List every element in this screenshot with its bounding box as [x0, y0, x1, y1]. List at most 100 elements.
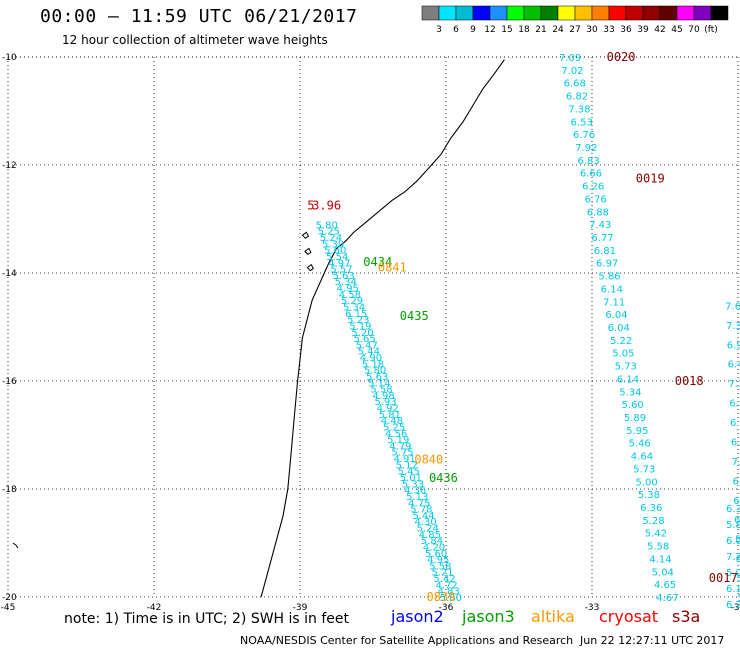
color-scale-label: 15	[501, 25, 512, 35]
wave-height-value: 6.82	[566, 92, 588, 103]
track-time-label: 0435	[400, 309, 429, 323]
track-time-label: 0019	[636, 172, 665, 186]
wave-height-value: 4.36	[404, 486, 426, 497]
color-scale-label: (ft)	[704, 25, 718, 35]
wave-height-value: 5.14	[368, 378, 390, 389]
page-title: 00:00 – 11:59 UTC 06/21/2017	[40, 6, 358, 27]
color-scale-label: 21	[535, 25, 546, 35]
wave-height-value: 5.13	[406, 492, 428, 503]
wave-height-value: 6.8	[731, 437, 740, 448]
y-tick-label: -18	[2, 485, 17, 495]
wave-height-value: 6.6	[734, 515, 740, 526]
footer-credit: NOAA/NESDIS Center for Satellite Applica…	[240, 634, 574, 647]
track-time-label: 0841	[378, 261, 407, 275]
wave-height-value: 7.6	[725, 301, 740, 312]
color-scale-label: 9	[470, 25, 476, 35]
color-scale-swatch	[625, 5, 644, 21]
color-scale-swatch	[676, 5, 695, 21]
wave-height-value: 5.95	[626, 426, 648, 437]
color-scale-swatch	[455, 5, 474, 21]
wave-height-value: 6.76	[584, 194, 606, 205]
wave-height-value: 6.2	[730, 418, 740, 429]
color-scale-swatch	[710, 5, 729, 21]
color-scale-swatch	[472, 5, 491, 21]
wave-height-value: 5.19	[387, 435, 409, 446]
track-time-label: 0434	[363, 255, 392, 269]
wave-height-value: 5.63	[332, 271, 354, 282]
track-time-label: 0436	[429, 471, 458, 485]
wave-height-value: 5.60	[425, 549, 447, 560]
wave-height-value: 5.58	[647, 542, 669, 553]
wave-height-value: 5.58	[370, 385, 392, 396]
wave-height-value: 4.83	[438, 587, 460, 598]
wave-height-value: 5.22	[610, 336, 632, 347]
color-scale-swatch	[540, 5, 559, 21]
color-scale-swatch	[642, 5, 661, 21]
wave-height-value: 4.97	[328, 258, 350, 269]
color-scale-swatch	[438, 5, 457, 21]
color-scale-swatch	[591, 5, 610, 21]
track-time-label: 0840	[414, 452, 443, 466]
wave-height-value: 6.26	[582, 182, 604, 193]
wave-height-value: 5.65	[353, 334, 375, 345]
wave-height-value: 4.72	[436, 580, 458, 591]
track-time-label: 0020	[607, 50, 636, 64]
wave-height-value: 5.44	[358, 347, 380, 358]
wave-height-value: 5.47	[356, 340, 378, 351]
y-tick-label: -10	[2, 53, 17, 63]
color-scale-swatch	[693, 5, 712, 21]
color-scale-label: 12	[484, 25, 495, 35]
wave-height-value: 6.15	[345, 309, 367, 320]
wave-height-value: 6.20	[726, 600, 740, 611]
x-tick-label: -30	[731, 603, 740, 613]
wave-height-value: 4.65	[654, 580, 676, 591]
wave-height-value: 6.3	[733, 496, 740, 507]
wave-height-value: 5.78	[410, 505, 432, 516]
wave-height-value: 5.24	[417, 524, 439, 535]
wave-height-value: 4.98	[372, 391, 394, 402]
color-scale-label: 24	[552, 25, 564, 35]
color-scale-swatch	[574, 5, 593, 21]
note-text: note: 1) Time is in UTC; 2) SWH is in fe…	[64, 611, 350, 627]
wave-height-value: 5.34	[619, 387, 641, 398]
wave-height-value: 4.79	[389, 441, 411, 452]
wave-height-value: 7.38	[726, 552, 740, 563]
track-time-label: 0017	[709, 571, 738, 585]
wave-height-value: 6.66	[580, 169, 602, 180]
wave-height-value: 6.68	[564, 79, 586, 90]
wave-height-value: 5.01	[400, 473, 422, 484]
wave-height-value: 5.73	[615, 362, 637, 373]
color-scale-label: 33	[603, 25, 614, 35]
wave-height-value: 6.9	[732, 476, 740, 487]
wave-height-value: 4.58	[339, 290, 361, 301]
footer-timestamp: Jun 22 12:27:11 UTC 2017	[580, 634, 725, 647]
wave-height-value: 6.31	[726, 504, 740, 515]
x-tick-label: -42	[147, 603, 162, 613]
wave-height-value: 5.82	[726, 520, 740, 531]
wave-height-value: 4.91	[393, 454, 415, 465]
wave-height-value: 4.56	[385, 429, 407, 440]
wave-height-value: 5.81	[379, 410, 401, 421]
track-time-label: 0839	[427, 590, 456, 604]
y-tick-label: -16	[2, 377, 17, 387]
wave-height-value: 5.60	[622, 400, 644, 411]
legend-altika: altika	[531, 607, 575, 626]
color-scale-label: 42	[654, 25, 665, 35]
wave-height-value: 4.30	[414, 517, 436, 528]
wave-height-value: 5.12	[396, 460, 418, 471]
wave-height-value: 5.21	[431, 568, 453, 579]
wave-height-value: 5.04	[652, 567, 674, 578]
wave-height-value: 6.04	[605, 310, 627, 321]
wave-height-value: 5.20	[351, 328, 373, 339]
wave-height-value: 6.36	[640, 503, 662, 514]
wave-height-value: 6.15	[726, 584, 740, 595]
wave-height-value: 6.4	[728, 360, 740, 371]
wave-height-value: 5.80	[364, 366, 386, 377]
color-scale-label: 45	[671, 25, 682, 35]
wave-height-value: 7.2	[732, 457, 740, 468]
y-tick-label: -14	[2, 269, 17, 279]
wave-height-value: 5.80	[316, 220, 338, 231]
wave-height-value: 6.04	[608, 323, 630, 334]
color-scale-label: 6	[453, 25, 459, 35]
